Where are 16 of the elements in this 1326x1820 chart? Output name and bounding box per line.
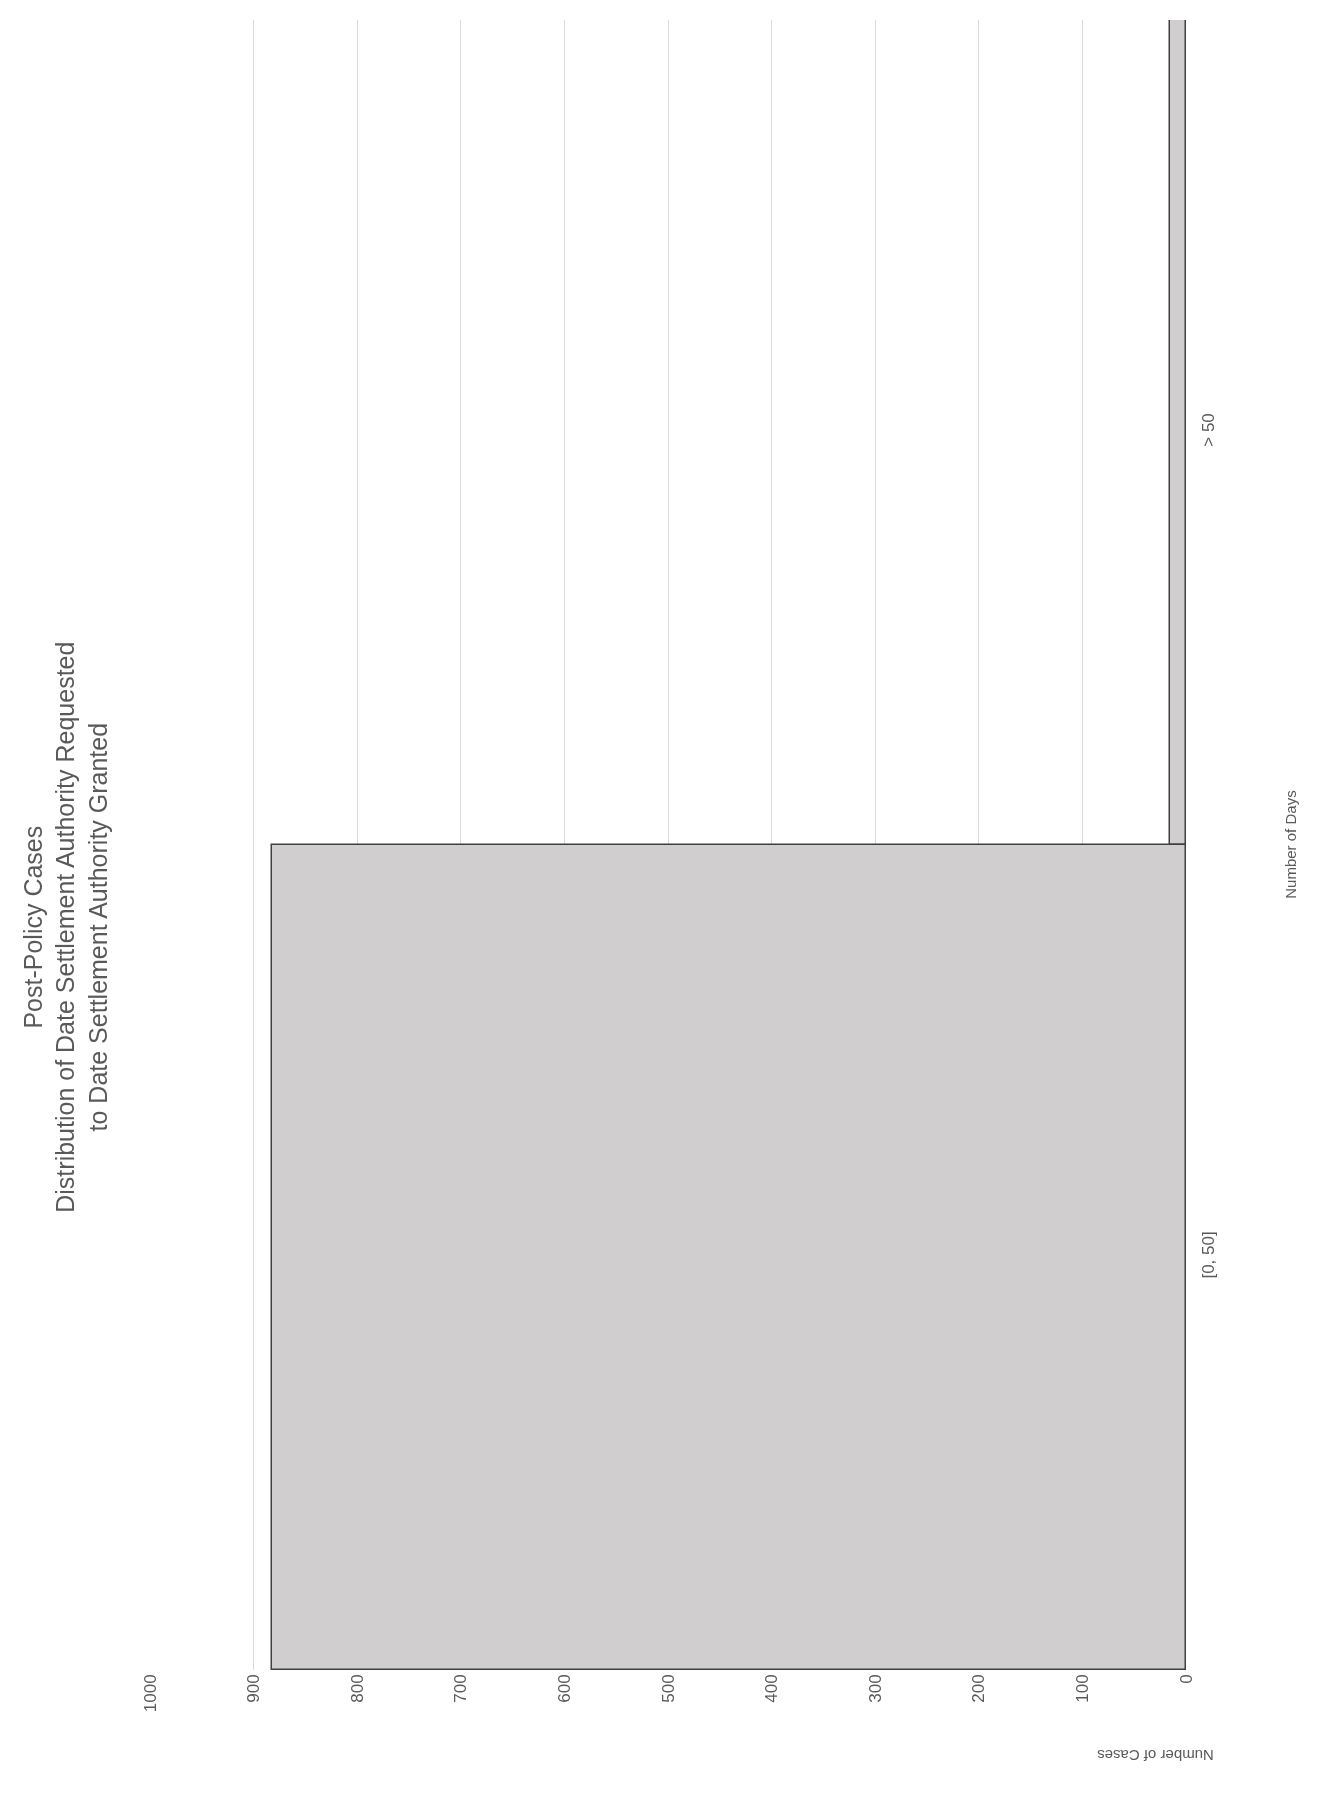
x-tick-label: 700 bbox=[451, 1674, 471, 1703]
x-axis-title: Number of Cases bbox=[1097, 1746, 1214, 1764]
x-tick-label: 500 bbox=[658, 1674, 678, 1703]
y-axis-title: Number of Days bbox=[1281, 790, 1299, 899]
y-tick-label: [0, 50] bbox=[1199, 1231, 1218, 1279]
text: Post-Policy Cases Distribution of Date Settlement Authority Requested to Date Settlement Authority Granted bbox=[18, 641, 112, 1213]
x-tick-label: 0 bbox=[1176, 1674, 1196, 1684]
x-tick-label: 300 bbox=[865, 1674, 885, 1703]
x-tick-label: 1000 bbox=[140, 1674, 160, 1713]
x-tick-label: 200 bbox=[969, 1674, 989, 1703]
x-tick-label: 900 bbox=[244, 1674, 264, 1703]
x-tick-label: 100 bbox=[1072, 1674, 1092, 1703]
x-tick-label: 400 bbox=[762, 1674, 782, 1703]
x-tick-label: 600 bbox=[554, 1674, 574, 1703]
y-tick-label: > 50 bbox=[1199, 413, 1218, 447]
x-tick-label: 800 bbox=[347, 1674, 367, 1703]
